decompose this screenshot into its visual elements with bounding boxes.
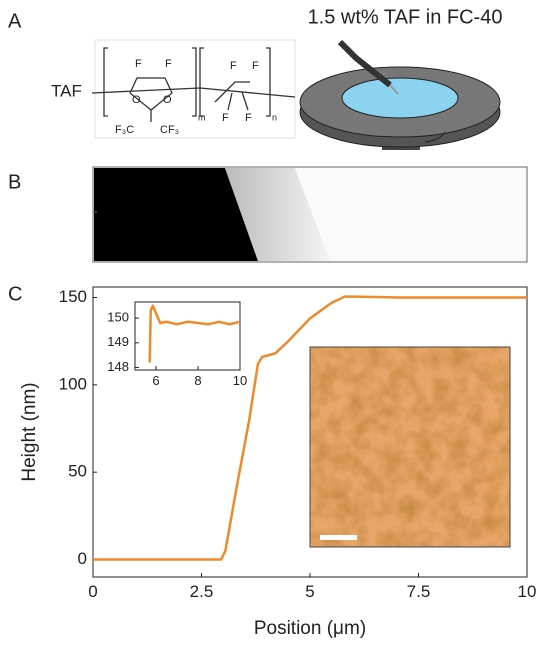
line bbox=[93, 295, 527, 561]
x-tick-label: 0 bbox=[88, 582, 97, 601]
x-axis-label: Position (μm) bbox=[254, 618, 366, 639]
afm-image bbox=[309, 346, 511, 548]
structure-labels: TAF F F O O F₃C CF₃ m F F F F n bbox=[51, 58, 277, 136]
y-tick-label: 148 bbox=[107, 359, 129, 374]
y-tick-label: 0 bbox=[78, 549, 87, 568]
plot-frame bbox=[134, 301, 241, 371]
atom: F bbox=[135, 58, 142, 70]
y-axis-label: Height (nm) bbox=[19, 382, 40, 481]
atom: F bbox=[252, 60, 259, 72]
structure-name: TAF bbox=[51, 81, 82, 100]
atom: n bbox=[272, 112, 277, 122]
x-tick-label: 10 bbox=[233, 373, 247, 388]
y-tick-label: 149 bbox=[107, 334, 129, 349]
line bbox=[148, 304, 241, 363]
y-tick-label: 150 bbox=[59, 287, 87, 306]
structure bbox=[91, 39, 296, 139]
x-tick-label: 8 bbox=[194, 373, 201, 388]
spin-title: 1.5 wt% TAF in FC-40 bbox=[308, 6, 503, 28]
x-tick-label: 6 bbox=[152, 373, 159, 388]
x-tick-label: 2.5 bbox=[190, 582, 214, 601]
spin-coater bbox=[299, 39, 501, 150]
y-tick-label: 150 bbox=[107, 310, 129, 325]
atom: F bbox=[222, 112, 229, 124]
y-tick-label: 100 bbox=[59, 374, 87, 393]
panel-label: A bbox=[8, 10, 22, 32]
atom: O bbox=[163, 94, 172, 106]
atom: O bbox=[132, 94, 141, 106]
atom: CF₃ bbox=[160, 124, 179, 136]
x-tick-label: 7.5 bbox=[407, 582, 431, 601]
atom: F₃C bbox=[115, 124, 134, 136]
x-tick-label: 5 bbox=[305, 582, 314, 601]
atom: F bbox=[230, 60, 237, 72]
profile-image bbox=[92, 166, 528, 263]
atom: F bbox=[245, 112, 252, 124]
panel-label: B bbox=[8, 171, 21, 193]
panel-label: C bbox=[8, 283, 22, 305]
atom: F bbox=[165, 58, 172, 70]
x-tick-label: 10 bbox=[518, 582, 537, 601]
y-tick-label: 50 bbox=[68, 462, 87, 481]
atom: m bbox=[198, 112, 206, 122]
